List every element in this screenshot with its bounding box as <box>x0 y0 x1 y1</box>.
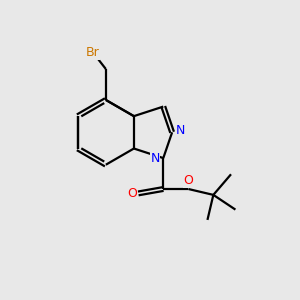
Text: Br: Br <box>86 46 100 59</box>
Text: O: O <box>127 187 137 200</box>
Text: O: O <box>183 174 193 187</box>
Text: N: N <box>176 124 185 137</box>
Text: N: N <box>150 152 160 165</box>
